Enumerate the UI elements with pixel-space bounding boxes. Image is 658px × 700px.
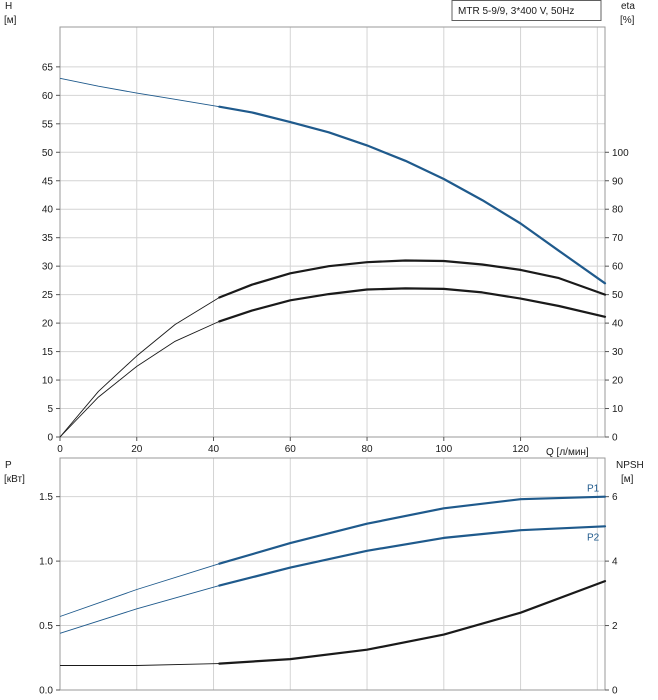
top-left-tick-label: 15 (42, 347, 54, 358)
p1-curve (218, 495, 607, 565)
top-series-2-curve-extension (59, 297, 220, 438)
bottom-left-axis-unit: [кВт] (4, 474, 25, 485)
top-plot-frame (59, 26, 606, 438)
top-left-tick-label: 60 (42, 91, 54, 102)
top-left-tick-label: 0 (47, 433, 53, 444)
x-tick-label: 100 (435, 444, 452, 455)
p2-series-label: P2 (587, 532, 600, 543)
top-right-tick-label: 70 (612, 233, 624, 244)
top-left-tick-label: 45 (42, 176, 54, 187)
plot-frames (59, 26, 606, 691)
top-left-tick-label: 30 (42, 262, 54, 273)
top-left-tick-label: 5 (47, 404, 53, 415)
top-left-tick-label: 35 (42, 233, 54, 244)
top-left-axis-label: H (5, 1, 12, 12)
top-series-3-curve-extension (59, 320, 220, 438)
top-right-tick-label: 90 (612, 176, 624, 187)
legend: MTR 5-9/9, 3*400 V, 50Hz (451, 0, 602, 21)
top-series-1-curve (218, 105, 607, 285)
top-right-tick-label: 80 (612, 205, 624, 216)
bottom-right-axis-label: NPSH (616, 460, 644, 471)
tick-labels: 0510152025303540455055606501020304050607… (39, 62, 629, 696)
top-right-axis-unit: [%] (620, 15, 635, 26)
bottom-left-tick-label: 1.0 (39, 557, 53, 568)
p1-curve-extension (59, 563, 220, 617)
bottom-left-tick-label: 0.5 (39, 621, 53, 632)
x-tick-label: 60 (285, 444, 297, 455)
top-series-1-curve-extension (59, 77, 220, 108)
bottom-right-tick-label: 4 (612, 557, 618, 568)
top-left-tick-label: 20 (42, 319, 54, 330)
bottom-series-3-curve-extension (60, 663, 220, 666)
bottom-series-3-curve (218, 580, 607, 665)
data-series: P1 P2 (59, 77, 607, 666)
legend-text: MTR 5-9/9, 3*400 V, 50Hz (458, 6, 574, 17)
top-right-tick-label: 50 (612, 290, 624, 301)
top-right-tick-label: 40 (612, 319, 624, 330)
top-series-2-curve (218, 259, 607, 299)
top-left-tick-label: 50 (42, 148, 54, 159)
x-tick-label: 120 (512, 444, 529, 455)
top-left-tick-label: 25 (42, 290, 54, 301)
top-right-axis-label: eta (621, 1, 635, 12)
bottom-left-tick-label: 0.0 (39, 686, 53, 697)
x-tick-label: 20 (131, 444, 143, 455)
top-left-tick-label: 40 (42, 205, 54, 216)
top-right-tick-label: 30 (612, 347, 624, 358)
top-right-tick-label: 10 (612, 404, 624, 415)
x-tick-label: 40 (208, 444, 220, 455)
bottom-left-tick-label: 1.5 (39, 492, 53, 503)
top-right-tick-label: 20 (612, 376, 624, 387)
top-right-tick-label: 60 (612, 262, 624, 273)
legend-box (451, 0, 602, 21)
bottom-right-tick-label: 0 (612, 686, 618, 697)
top-left-axis-unit: [м] (4, 15, 17, 26)
bottom-right-axis-unit: [м] (621, 474, 634, 485)
p1-series-label: P1 (587, 484, 600, 495)
top-left-tick-label: 55 (42, 119, 54, 130)
top-left-tick-label: 65 (42, 62, 54, 73)
top-right-tick-label: 0 (612, 433, 618, 444)
bottom-right-tick-label: 2 (612, 621, 618, 632)
p2-curve (218, 525, 607, 587)
top-right-tick-label: 100 (612, 148, 629, 159)
top-left-tick-label: 10 (42, 376, 54, 387)
p2-curve-extension (59, 585, 220, 634)
top-series-3-curve (218, 287, 607, 323)
x-axis-label: Q [л/мин] (546, 447, 589, 458)
grid-lines (60, 27, 605, 690)
x-tick-label: 80 (361, 444, 373, 455)
bottom-left-axis-label: P (5, 460, 12, 471)
bottom-plot-frame (59, 457, 606, 691)
bottom-right-tick-label: 6 (612, 492, 618, 503)
x-tick-label: 0 (57, 444, 63, 455)
